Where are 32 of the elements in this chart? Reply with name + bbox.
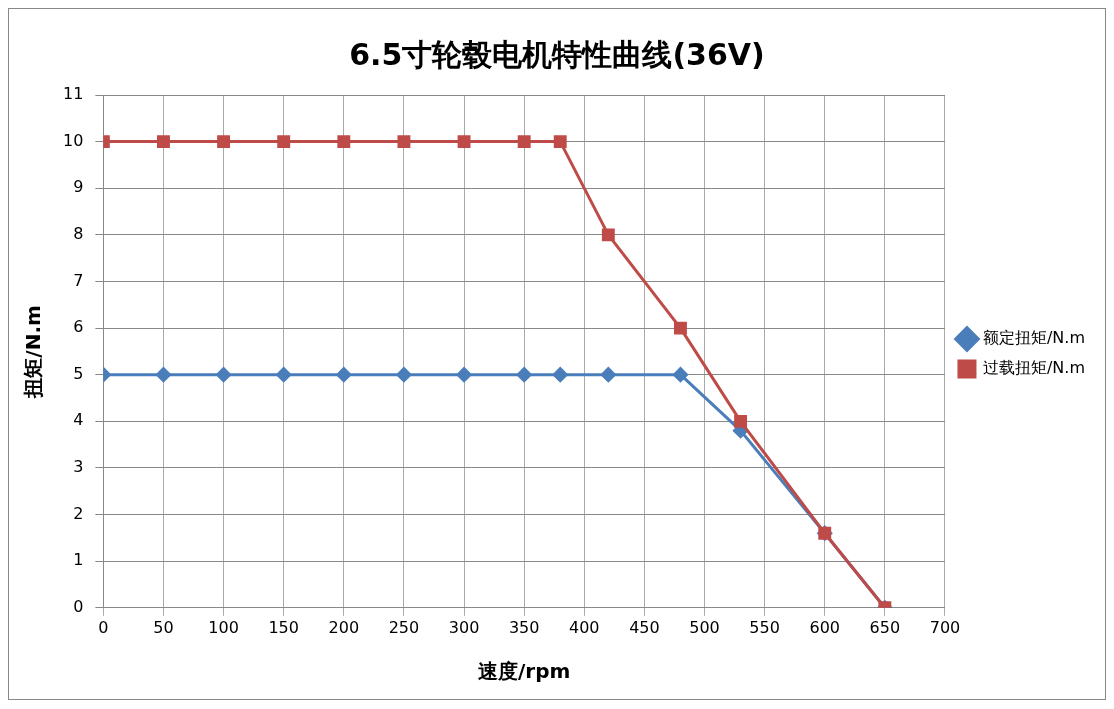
y-tick-label: 7 (73, 270, 84, 290)
y-tick-label: 1 (73, 550, 84, 570)
legend-label: 过载扭矩/N.m (982, 358, 1085, 378)
chart-title: 6.5寸轮毂电机特性曲线(36V) (349, 36, 765, 72)
x-tick-label: 250 (388, 617, 420, 637)
x-tick-label: 200 (328, 617, 360, 637)
y-tick-label: 8 (73, 224, 84, 244)
y-tick-label: 11 (63, 84, 84, 104)
x-tick-label: 0 (98, 617, 109, 637)
x-tick-label: 600 (809, 617, 841, 637)
legend-label: 额定扭矩/N.m (982, 328, 1085, 348)
y-tick-label: 9 (73, 177, 84, 197)
y-tick-label: 5 (73, 363, 84, 383)
y-tick-label: 0 (73, 596, 84, 616)
x-tick-label: 150 (268, 617, 299, 637)
x-tick-label: 100 (208, 617, 239, 637)
x-axis-title: 速度/rpm (478, 659, 571, 684)
y-tick-label: 2 (73, 503, 84, 523)
x-tick-label: 300 (448, 617, 480, 637)
y-tick-label: 3 (73, 457, 84, 477)
x-tick-label: 650 (869, 617, 901, 637)
y-tick-label: 6 (73, 317, 84, 337)
x-tick-label: 350 (508, 617, 540, 637)
y-tick-label: 4 (73, 410, 84, 430)
x-tick-label: 450 (629, 617, 660, 637)
x-tick-label: 500 (689, 617, 720, 637)
x-tick-label: 400 (569, 617, 600, 637)
x-tick-label: 700 (929, 617, 961, 637)
x-tick-label: 550 (749, 617, 780, 637)
x-tick-label: 50 (153, 617, 174, 637)
y-axis-title: 扭矩/N.m (21, 305, 46, 399)
y-tick-label: 10 (63, 130, 84, 150)
